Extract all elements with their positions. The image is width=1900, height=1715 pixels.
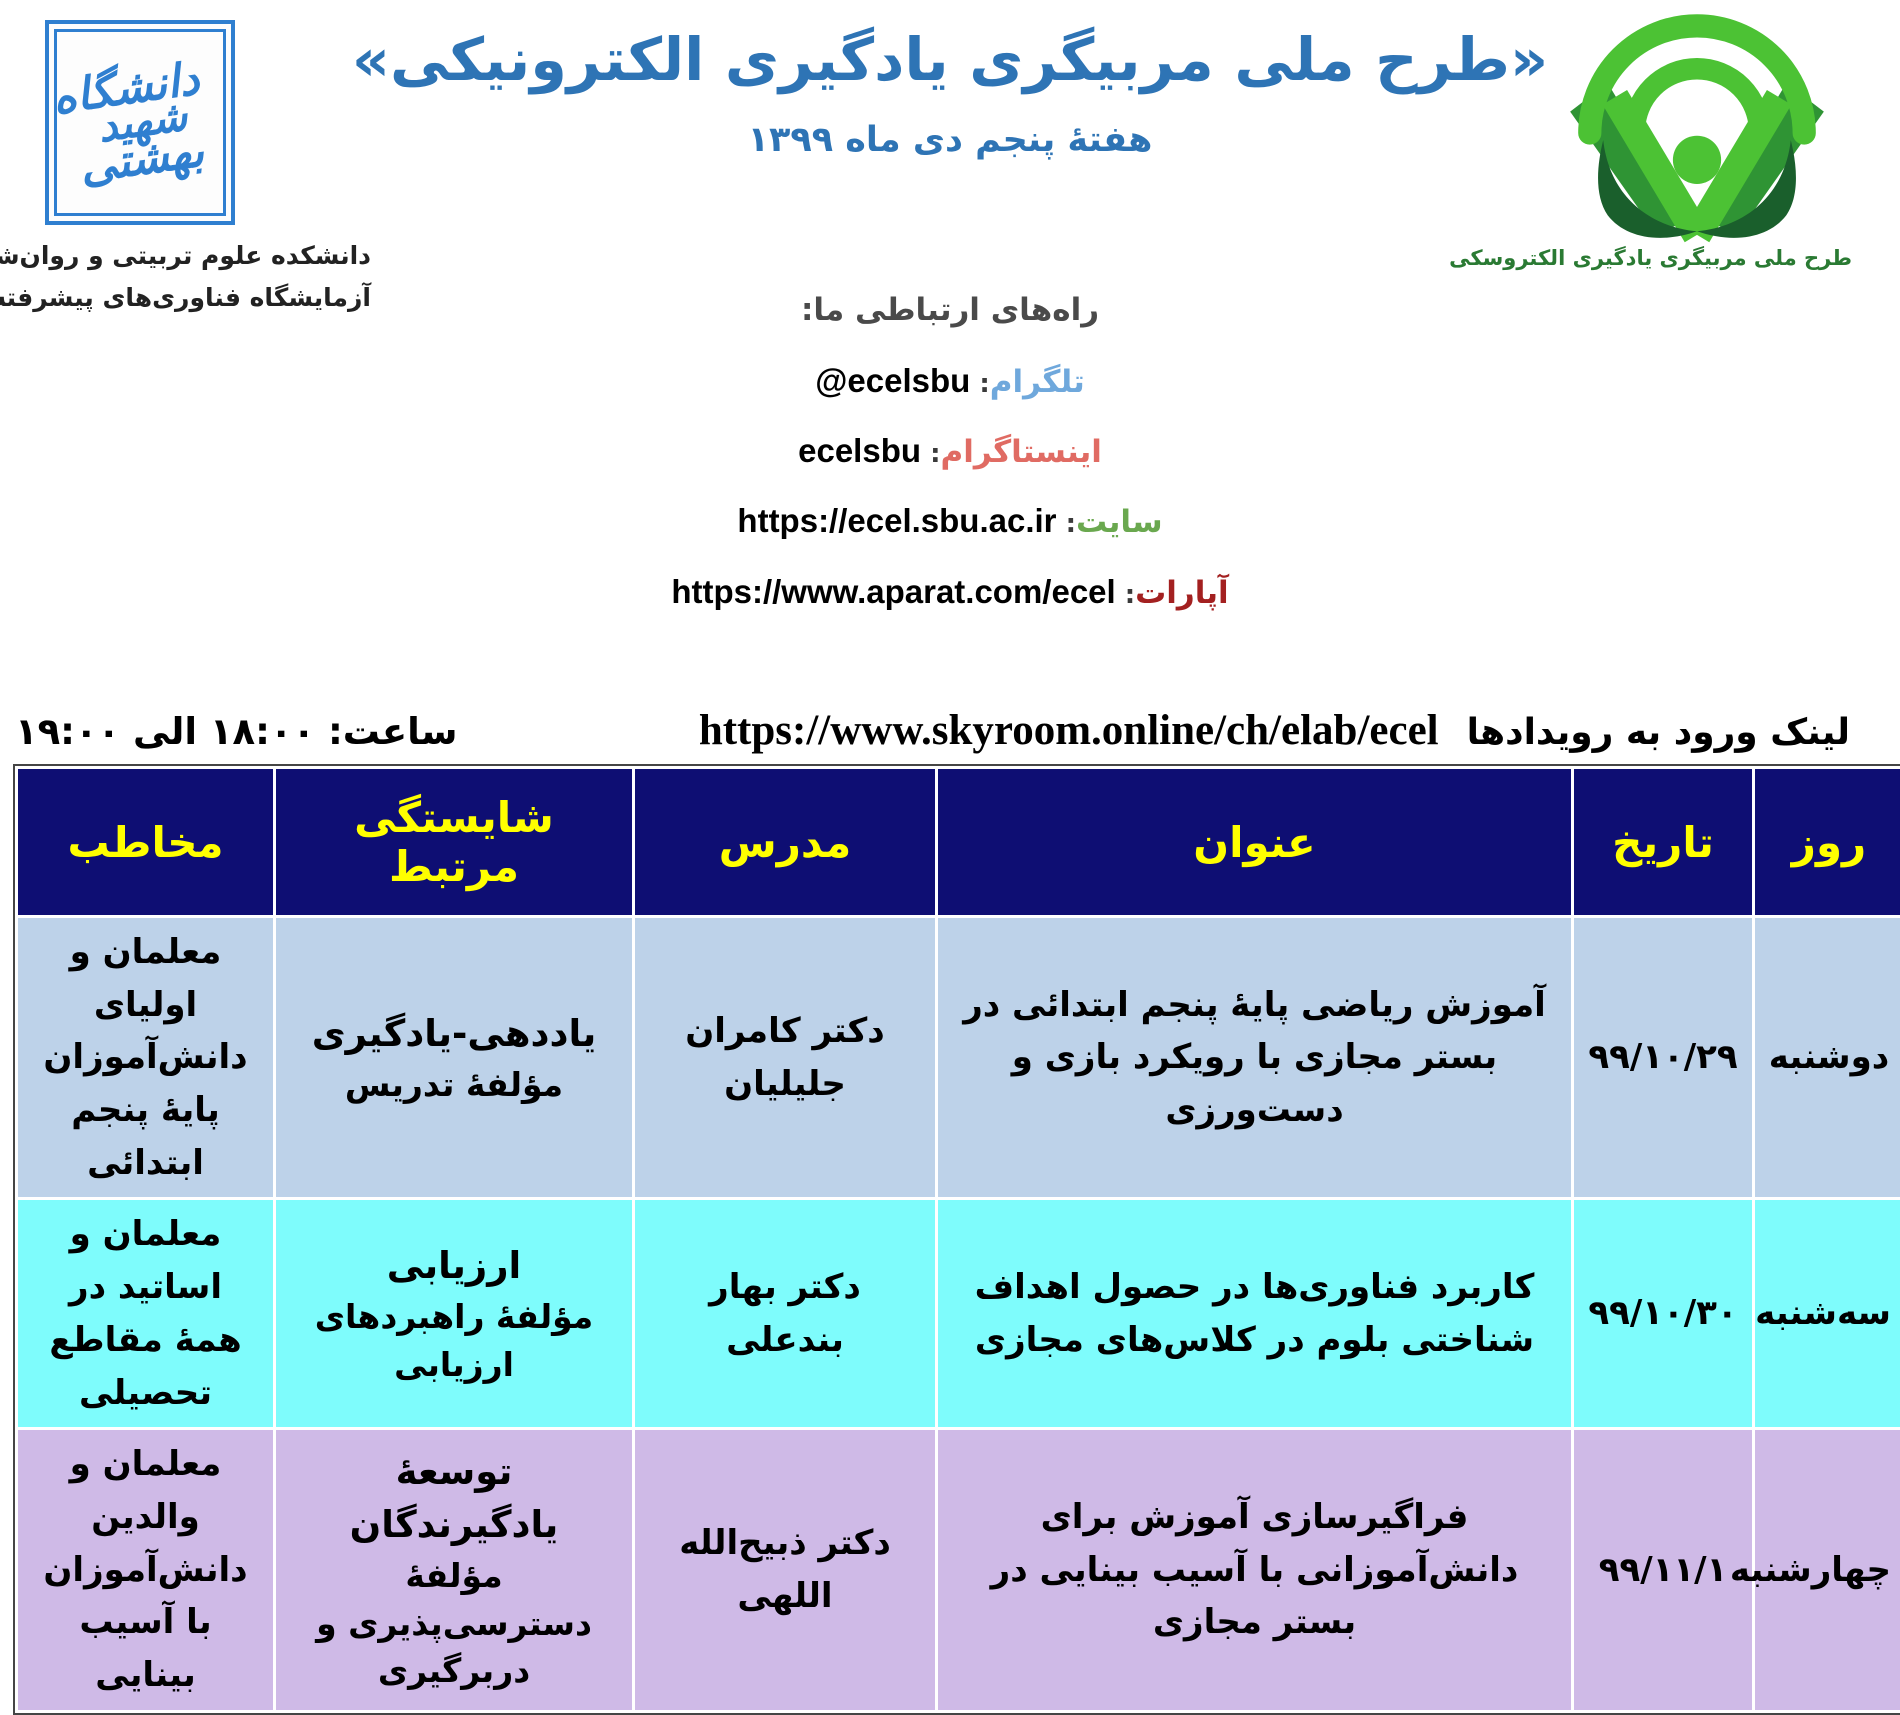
sbu-captions: دانشکده علوم تربیتی و روان‌شناسی آزمایشگ… [0, 241, 371, 327]
instructor-cell: دکتر کامران جلیلیان [635, 918, 935, 1198]
competency-cell: توسعۀ یادگیرندگان مؤلفۀ دسترسی‌پذیری و د… [276, 1430, 632, 1710]
site-label: سایت [1075, 504, 1163, 541]
ecel-plan-logo: طرح ملی مربیگری یادگیری الکتروسکی [1449, 6, 1852, 270]
audience-cell: معلمان و والدین دانش‌آموزان با آسیب بینا… [18, 1430, 273, 1710]
audience-cell: معلمان و اساتید در همۀ مقاطع تحصیلی [18, 1200, 273, 1428]
events-link-group: لینک ورود به رویدادها https://www.skyroo… [699, 706, 1850, 755]
col-header-date: تاریخ [1574, 769, 1752, 915]
competency-cell: ارزیابی مؤلفۀ راهبردهای ارزیابی [276, 1200, 632, 1428]
schedule-table-wrap: روز تاریخ عنوان مدرس شایستگی مرتبط مخاطب… [13, 764, 1900, 1715]
aparat-label: آپارات [1135, 574, 1229, 611]
schedule-table: روز تاریخ عنوان مدرس شایستگی مرتبط مخاطب… [13, 764, 1900, 1715]
competency-cell: یاددهی-یادگیری مؤلفۀ تدریس [276, 918, 632, 1198]
poster-page: { "sbu": { "logo_words": ["دانشگاه", "شه… [0, 6, 1900, 1715]
sbu-logo-calligraphy: دانشگاه شهید بهشتی [57, 51, 212, 194]
instagram-handle[interactable]: ecelsbu [798, 432, 922, 470]
competency-sub: مؤلفۀ راهبردهای ارزیابی [314, 1296, 594, 1384]
competency-main: ارزیابی [386, 1244, 522, 1288]
table-header-row: روز تاریخ عنوان مدرس شایستگی مرتبط مخاطب [18, 769, 1900, 915]
ecel-logo-graphic [1570, 14, 1824, 243]
col-header-day: روز [1755, 769, 1900, 915]
day-cell: دوشنبه [1755, 918, 1900, 1198]
day-cell: سه‌شنبه [1755, 1200, 1900, 1428]
date-cell: ۹۹/۱۰/۳۰ [1574, 1200, 1752, 1428]
competency-main: توسعۀ یادگیرندگان [349, 1449, 559, 1547]
lab-name: آزمایشگاه فناوری‌های پیشرفته یادگیری [0, 283, 371, 312]
colon: : [1056, 509, 1076, 540]
skyroom-url[interactable]: https://www.skyroom.online/ch/elab/ecel [698, 707, 1439, 754]
audience-cell: معلمان و اولیای دانش‌آموزان پایۀ پنجم اب… [18, 918, 273, 1198]
contact-site: سایت: https://ecel.sbu.ac.ir [300, 501, 1600, 541]
colon: : [970, 369, 990, 399]
events-link-row: لینک ورود به رویدادها https://www.skyroo… [15, 706, 1850, 755]
events-time: ساعت: ۱۸:۰۰ الی ۱۹:۰۰ [15, 710, 458, 753]
table-row: دوشنبه ۹۹/۱۰/۲۹ آموزش ریاضی پایۀ پنجم اب… [18, 918, 1900, 1198]
contact-instagram: اینستاگرام: ecelsbu [300, 431, 1600, 471]
title-cell: آموزش ریاضی پایۀ پنجم ابتدائی در بستر مج… [938, 918, 1571, 1198]
table-row: سه‌شنبه ۹۹/۱۰/۳۰ کاربرد فناوری‌ها در حصو… [18, 1200, 1900, 1428]
page-subtitle: هفتۀ پنجم دی ماه ۱۳۹۹ [747, 119, 1153, 160]
title-cell: فراگیرسازی آموزش برای دانش‌آموزانی با آس… [938, 1430, 1571, 1710]
col-header-competency: شایستگی مرتبط [276, 769, 632, 915]
date-cell: ۹۹/۱۰/۲۹ [1574, 918, 1752, 1198]
sbu-university-logo: دانشگاه شهید بهشتی [45, 20, 235, 225]
contact-aparat: آپارات: https://www.aparat.com/ecel [300, 572, 1600, 612]
ecel-logo-caption: طرح ملی مربیگری یادگیری الکتروسکی [1449, 246, 1852, 270]
events-link-label: لینک ورود به رویدادها [1466, 712, 1850, 753]
aparat-url[interactable]: https://www.aparat.com/ecel [671, 572, 1116, 610]
colon: : [921, 439, 941, 470]
date-cell: ۹۹/۱۱/۱ [1574, 1430, 1752, 1710]
contact-heading: راه‌های ارتباطی ما: [800, 292, 1100, 328]
page-title: «طرح ملی مربیگری یادگیری الکترونیکی» [351, 25, 1549, 94]
faculty-name: دانشکده علوم تربیتی و روان‌شناسی [0, 241, 371, 270]
col-header-title: عنوان [938, 769, 1571, 915]
instructor-cell: دکتر ذبیح‌الله اللهی [635, 1430, 935, 1710]
sbu-logo-word: بهشتی [76, 123, 208, 194]
col-header-instructor: مدرس [635, 769, 935, 915]
contact-block: راه‌های ارتباطی ما: تلگرام: @ecelsbu این… [300, 292, 1600, 642]
competency-sub: مؤلفۀ تدریس [344, 1064, 564, 1104]
competency-main: یاددهی-یادگیری [311, 1011, 597, 1055]
site-url[interactable]: https://ecel.sbu.ac.ir [737, 502, 1057, 540]
title-cell: کاربرد فناوری‌ها در حصول اهداف شناختی بل… [938, 1200, 1571, 1428]
day-cell: چهارشنبه [1730, 1430, 1900, 1710]
instagram-label: اینستاگرام [940, 434, 1102, 471]
colon: : [1115, 579, 1136, 610]
contact-telegram: تلگرام: @ecelsbu [300, 361, 1600, 401]
telegram-handle[interactable]: @ecelsbu [815, 362, 971, 399]
instructor-cell: دکتر بهار بندعلی [635, 1200, 935, 1428]
telegram-label: تلگرام [989, 364, 1085, 400]
header-block: «طرح ملی مربیگری یادگیری الکترونیکی» هفت… [300, 26, 1600, 160]
table-row: چهارشنبه ۹۹/۱۱/۱ فراگیرسازی آموزش برای د… [18, 1430, 1900, 1710]
col-header-audience: مخاطب [18, 769, 273, 915]
sbu-logo-frame: دانشگاه شهید بهشتی [54, 29, 226, 216]
competency-sub: مؤلفۀ دسترسی‌پذیری و دربرگیری [316, 1555, 592, 1691]
